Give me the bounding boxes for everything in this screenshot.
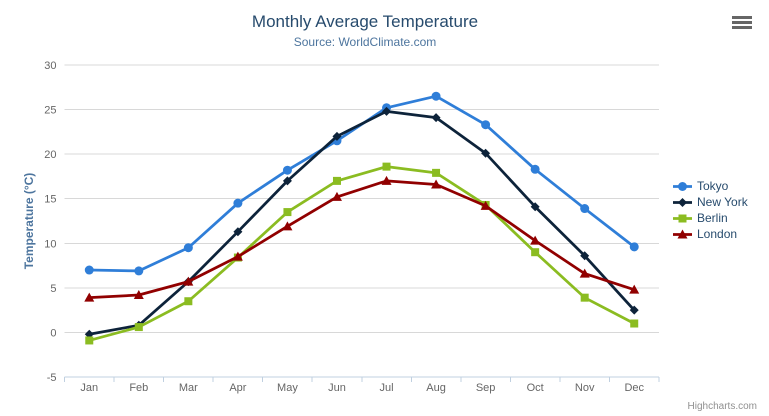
x-axis-tick-label: Nov bbox=[575, 382, 595, 394]
x-axis-tick-label: Oct bbox=[527, 382, 544, 394]
legend-label: Berlin bbox=[697, 211, 728, 225]
x-axis-tick-label: Jul bbox=[379, 382, 393, 394]
series-line-berlin[interactable] bbox=[87, 165, 636, 342]
data-point-marker-berlin[interactable] bbox=[283, 208, 292, 217]
data-point-marker-tokyo[interactable] bbox=[629, 242, 639, 252]
data-point-marker-new-york[interactable] bbox=[530, 202, 540, 212]
data-point-marker-tokyo[interactable] bbox=[183, 243, 193, 253]
y-axis-tick-label: 10 bbox=[44, 238, 56, 250]
data-point-marker-berlin[interactable] bbox=[382, 162, 391, 171]
legend: Tokyo New York Berlin London bbox=[673, 178, 748, 242]
circle-series-marker-icon bbox=[673, 181, 692, 191]
data-point-marker-tokyo[interactable] bbox=[233, 198, 243, 208]
data-point-marker-london[interactable] bbox=[530, 235, 541, 245]
data-point-marker-tokyo[interactable] bbox=[84, 265, 94, 275]
legend-item-new-york[interactable]: New York bbox=[673, 194, 748, 210]
data-point-marker-new-york[interactable] bbox=[332, 131, 342, 141]
legend-item-london[interactable]: London bbox=[673, 226, 748, 242]
y-axis-title: Temperature (°C) bbox=[22, 172, 36, 270]
x-axis-tick-label: Feb bbox=[129, 382, 148, 394]
export-menu-button[interactable] bbox=[730, 13, 754, 31]
x-axis-tick-label: May bbox=[277, 382, 298, 394]
credits-link[interactable]: Highcharts.com bbox=[687, 401, 757, 412]
x-axis-tick-label: Mar bbox=[179, 382, 198, 394]
data-point-marker-london[interactable] bbox=[579, 268, 590, 278]
data-point-marker-berlin[interactable] bbox=[432, 168, 441, 177]
series-line-london[interactable] bbox=[87, 179, 636, 300]
data-point-marker-london[interactable] bbox=[282, 221, 293, 231]
x-axis-tick-label: Jan bbox=[80, 382, 98, 394]
data-point-marker-berlin[interactable] bbox=[184, 297, 193, 306]
data-point-marker-berlin[interactable] bbox=[630, 319, 639, 328]
data-point-marker-new-york[interactable] bbox=[580, 251, 590, 261]
legend-label: New York bbox=[697, 195, 748, 209]
triangle-series-marker-icon bbox=[673, 229, 692, 238]
data-point-marker-london[interactable] bbox=[480, 200, 491, 210]
data-point-marker-tokyo[interactable] bbox=[431, 91, 441, 101]
data-point-marker-berlin[interactable] bbox=[85, 336, 94, 345]
legend-item-tokyo[interactable]: Tokyo bbox=[673, 178, 748, 194]
y-axis-tick-label: -5 bbox=[47, 372, 57, 384]
data-point-marker-new-york[interactable] bbox=[282, 176, 292, 186]
chart-title: Monthly Average Temperature bbox=[251, 12, 479, 31]
data-point-marker-berlin[interactable] bbox=[332, 176, 341, 185]
data-point-marker-london[interactable] bbox=[133, 289, 144, 299]
data-point-marker-tokyo[interactable] bbox=[530, 164, 540, 174]
legend-label: London bbox=[697, 227, 738, 241]
x-axis-tick-label: Dec bbox=[624, 382, 644, 394]
y-axis-tick-label: 25 bbox=[44, 105, 56, 117]
data-point-marker-tokyo[interactable] bbox=[481, 120, 491, 130]
legend-item-berlin[interactable]: Berlin bbox=[673, 210, 748, 226]
data-point-marker-new-york[interactable] bbox=[629, 305, 639, 315]
y-axis-tick-label: 20 bbox=[44, 149, 56, 161]
y-axis-tick-label: 0 bbox=[50, 327, 56, 339]
legend-label: Tokyo bbox=[697, 179, 729, 193]
y-axis-tick-label: 5 bbox=[50, 283, 56, 295]
y-axis-tick-label: 30 bbox=[44, 60, 56, 72]
data-point-marker-london[interactable] bbox=[331, 191, 342, 201]
diamond-series-marker-icon bbox=[673, 197, 692, 207]
data-point-marker-london[interactable] bbox=[183, 276, 194, 286]
data-point-marker-tokyo[interactable] bbox=[282, 165, 292, 175]
data-point-marker-berlin[interactable] bbox=[580, 293, 589, 302]
x-axis-tick-label: Jun bbox=[328, 382, 346, 394]
y-axis-tick-label: 15 bbox=[44, 194, 56, 206]
data-point-marker-new-york[interactable] bbox=[481, 148, 491, 158]
data-point-marker-new-york[interactable] bbox=[431, 113, 441, 123]
data-point-marker-tokyo[interactable] bbox=[580, 204, 590, 214]
data-point-marker-london[interactable] bbox=[84, 292, 95, 302]
chart-subtitle: Source: WorldClimate.com bbox=[293, 35, 437, 49]
data-point-marker-new-york[interactable] bbox=[233, 227, 243, 237]
data-point-marker-berlin[interactable] bbox=[531, 248, 540, 257]
series-line-new-york[interactable] bbox=[87, 109, 636, 336]
data-point-marker-tokyo[interactable] bbox=[134, 266, 144, 276]
x-axis-tick-label: Sep bbox=[476, 382, 496, 394]
square-series-marker-icon bbox=[673, 214, 692, 222]
data-point-marker-london[interactable] bbox=[629, 284, 640, 294]
data-point-marker-new-york[interactable] bbox=[382, 106, 392, 116]
data-point-marker-london[interactable] bbox=[381, 175, 392, 185]
data-point-marker-london[interactable] bbox=[232, 251, 243, 261]
x-axis-tick-label: Aug bbox=[426, 382, 446, 394]
x-axis-tick-label: Apr bbox=[229, 382, 246, 394]
data-point-marker-london[interactable] bbox=[431, 179, 442, 189]
data-point-marker-berlin[interactable] bbox=[134, 323, 143, 332]
